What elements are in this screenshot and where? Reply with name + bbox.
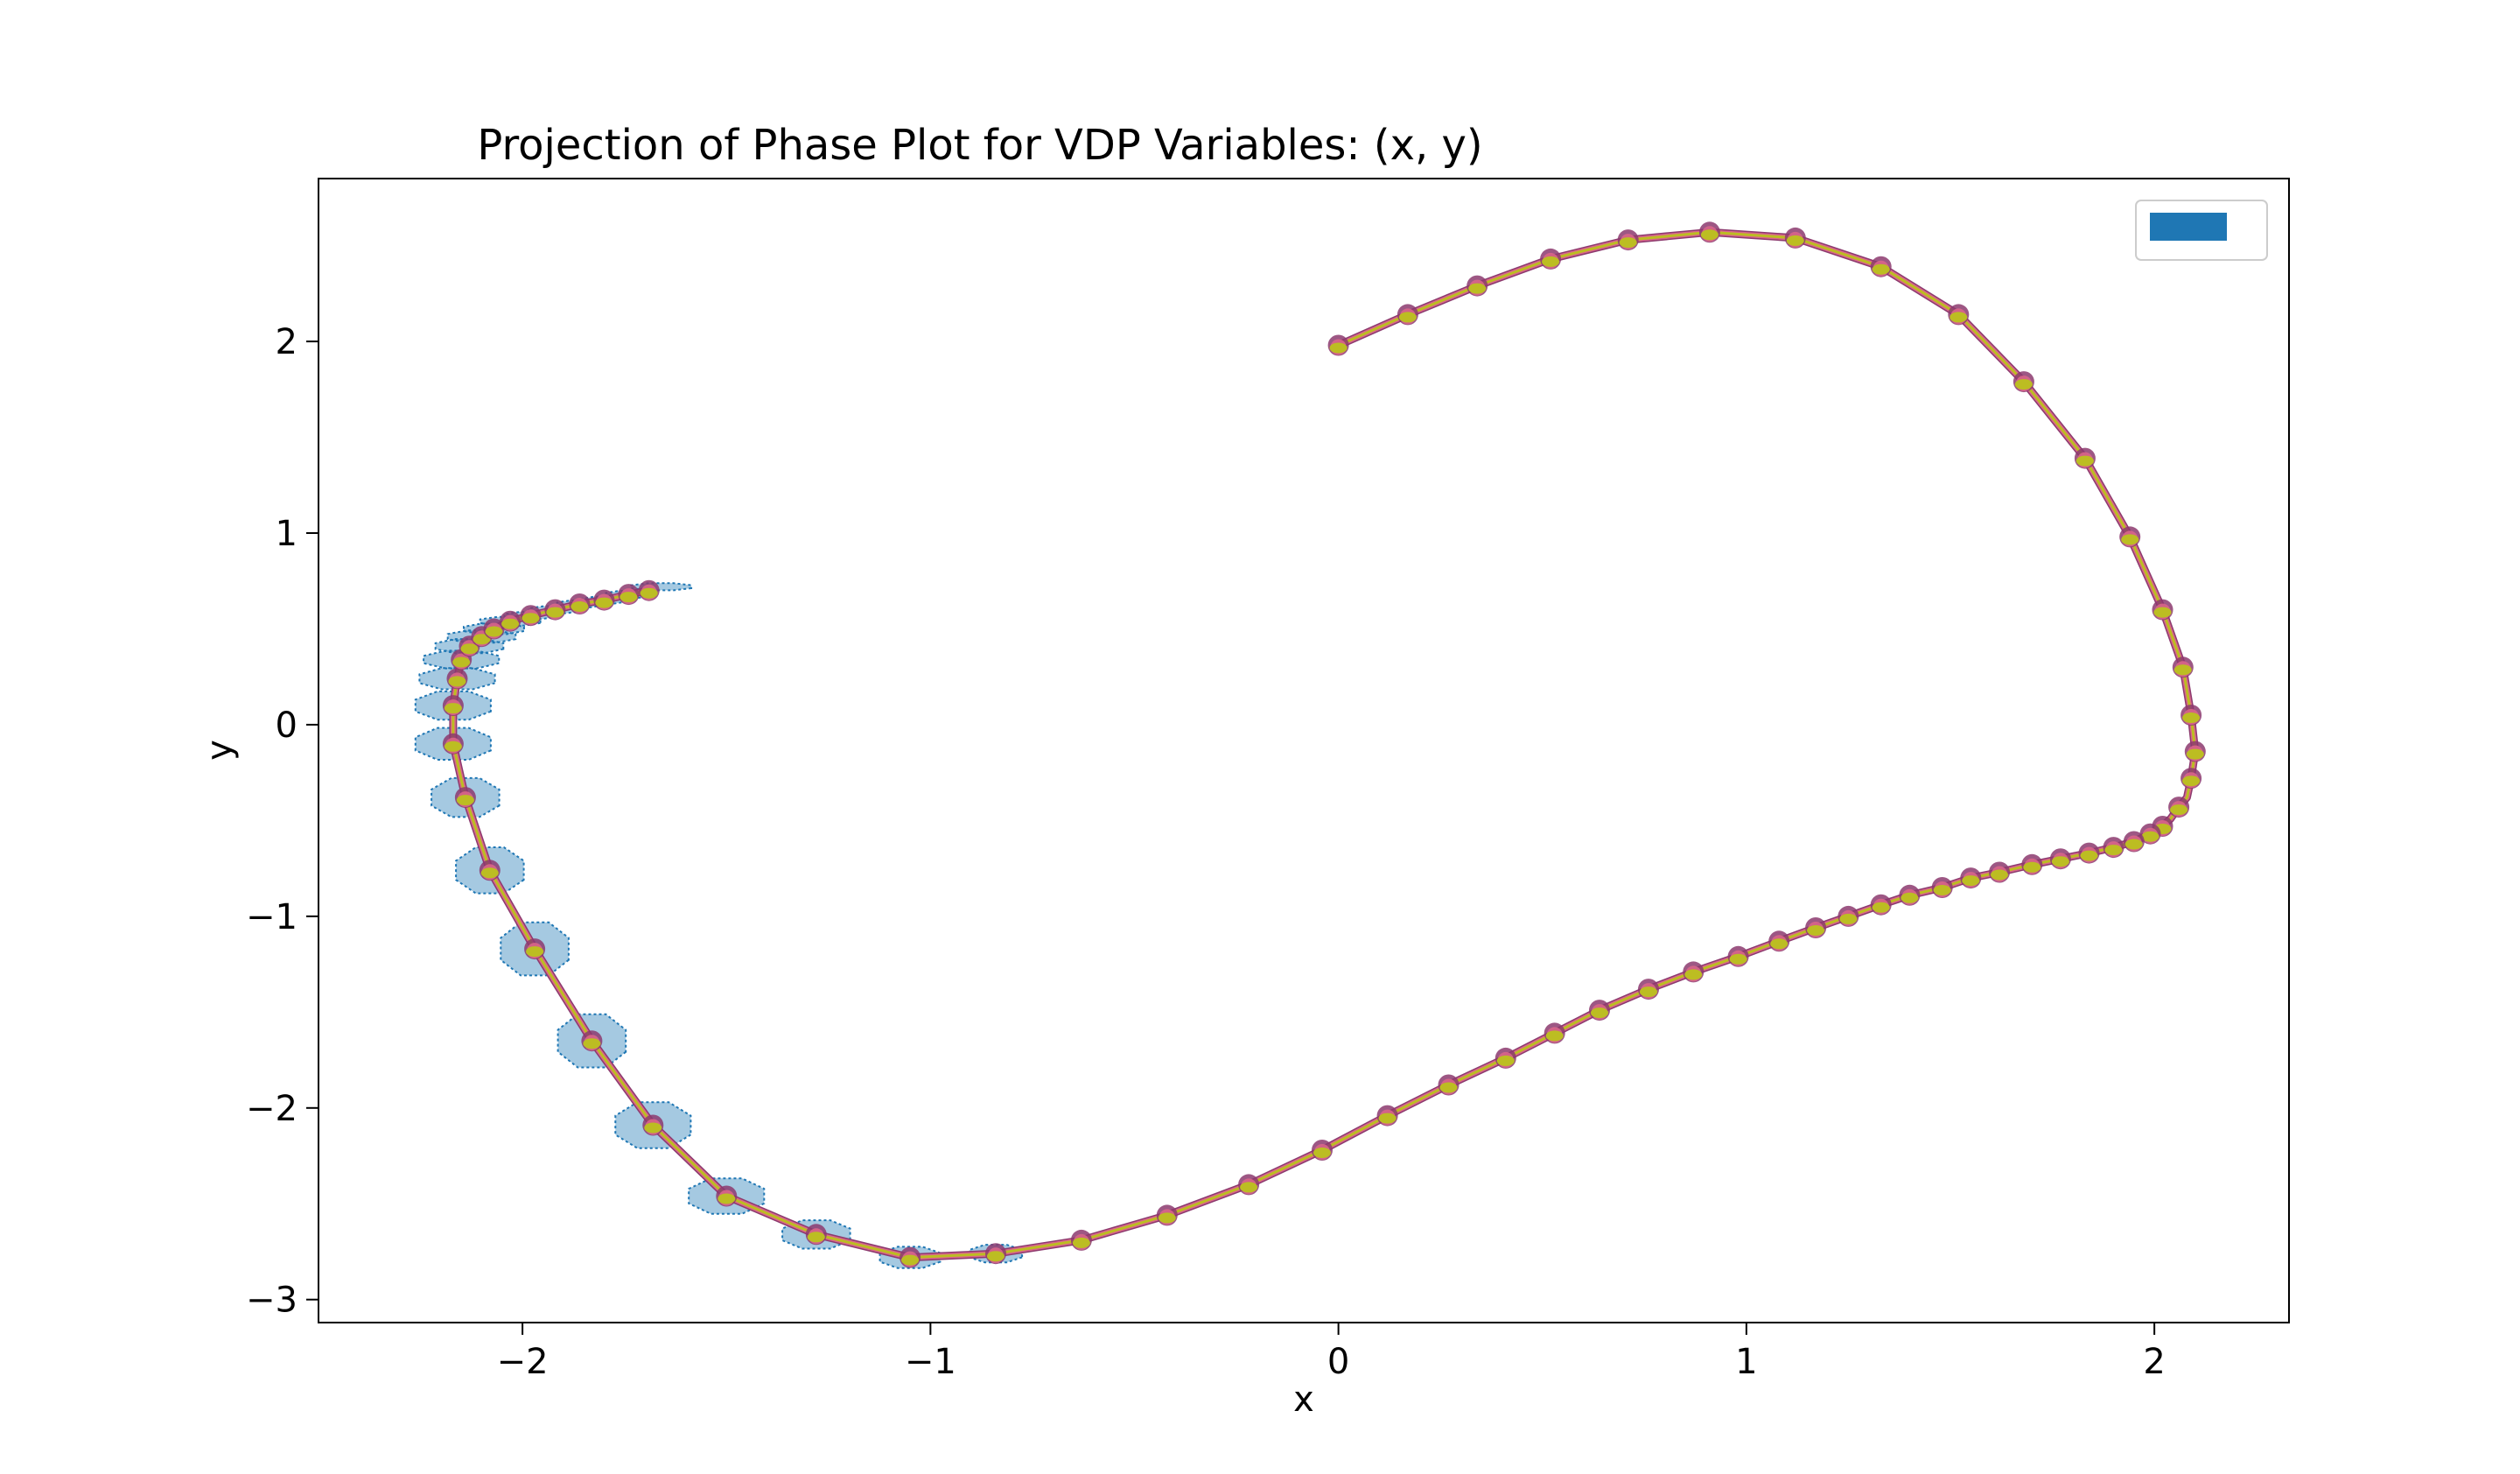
trajectory-point xyxy=(1872,902,1890,913)
trajectory-point xyxy=(1872,263,1890,275)
trajectory-point xyxy=(2076,455,2094,467)
trajectory-point xyxy=(1158,1212,1176,1224)
trajectory-point xyxy=(570,601,589,612)
trajectory-point xyxy=(2153,607,2172,618)
trajectory-point xyxy=(1700,229,1718,241)
plot-area xyxy=(414,221,2206,1269)
trajectory-point xyxy=(901,1254,920,1266)
trajectory-point xyxy=(1240,1182,1258,1193)
trajectory-point xyxy=(1545,1030,1564,1042)
trajectory-point xyxy=(444,703,462,714)
y-tick-label: −3 xyxy=(246,1281,298,1321)
trajectory-point xyxy=(583,1038,601,1049)
trajectory-point xyxy=(640,587,658,599)
x-tick-label: −1 xyxy=(905,1342,956,1382)
trajectory-point xyxy=(444,741,462,752)
y-tick-label: −2 xyxy=(246,1089,298,1129)
trajectory-point xyxy=(1807,925,1825,936)
trajectory-point xyxy=(2080,850,2098,861)
trajectory-point xyxy=(1329,342,1348,354)
trajectory-point xyxy=(2051,856,2069,867)
trajectory-point xyxy=(718,1193,736,1204)
chart-title: Projection of Phase Plot for VDP Variabl… xyxy=(477,121,1482,170)
trajectory-point xyxy=(1313,1148,1331,1158)
trajectory-point xyxy=(1950,312,1968,323)
trajectory-point xyxy=(480,867,499,879)
y-axis-label: y xyxy=(200,740,240,761)
trajectory-point xyxy=(644,1122,662,1134)
trajectory-point xyxy=(807,1232,825,1243)
y-tick-label: 0 xyxy=(276,705,298,746)
trajectory-point xyxy=(1684,969,1703,980)
trajectory-point xyxy=(456,795,474,806)
trajectory-point xyxy=(2170,804,2188,816)
trajectory-point xyxy=(526,946,544,958)
trajectory-point xyxy=(1786,235,1804,246)
trajectory-point xyxy=(472,634,491,645)
trajectory-point xyxy=(1468,283,1487,294)
trajectory-point xyxy=(1542,256,1560,267)
trajectory-point xyxy=(2014,379,2033,390)
y-axis: −3 −2 −1 0 1 2 xyxy=(246,322,318,1321)
trajectory-point xyxy=(1378,1113,1396,1124)
legend xyxy=(2135,200,2268,261)
trajectory-point xyxy=(460,643,479,655)
trajectory-point xyxy=(1729,953,1747,965)
trajectory-point xyxy=(2186,748,2204,760)
trajectory-point xyxy=(546,607,564,618)
x-axis-label: x xyxy=(1293,1379,1314,1420)
y-tick-label: 1 xyxy=(276,514,298,554)
trajectory-point xyxy=(595,597,613,608)
axes-frame xyxy=(318,178,2290,1323)
trajectory-point xyxy=(1439,1082,1458,1093)
trajectory-point xyxy=(1839,913,1858,924)
x-tick-label: 0 xyxy=(1327,1342,1349,1382)
trajectory-point xyxy=(2182,712,2201,723)
trajectory-point xyxy=(2141,831,2160,842)
trajectory-point xyxy=(501,618,520,629)
trajectory-point xyxy=(1962,875,1980,887)
trajectory-point xyxy=(1591,1007,1608,1019)
trajectory-point xyxy=(620,592,638,603)
trajectory-point xyxy=(1991,869,2008,881)
trajectory-point xyxy=(2174,664,2192,676)
trajectory-point xyxy=(1770,938,1788,950)
trajectory-point xyxy=(1072,1237,1090,1248)
trajectory-point xyxy=(452,656,471,668)
legend-swatch xyxy=(2150,213,2227,241)
trajectory-point xyxy=(2104,845,2123,856)
y-tick-label: 2 xyxy=(276,322,298,362)
trajectory-point xyxy=(2124,839,2143,850)
trajectory-point xyxy=(1398,312,1417,323)
x-tick-label: 1 xyxy=(1735,1342,1757,1382)
x-tick-label: −2 xyxy=(497,1342,549,1382)
trajectory-line-inner xyxy=(452,230,2197,1260)
trajectory-point xyxy=(2121,534,2139,545)
x-tick-label: 2 xyxy=(2143,1342,2165,1382)
y-tick-label: −1 xyxy=(246,897,298,937)
trajectory-point xyxy=(1900,892,1919,903)
trajectory-point xyxy=(2023,861,2041,873)
trajectory-point xyxy=(2182,776,2201,787)
trajectory-point xyxy=(1496,1055,1515,1066)
trajectory-point xyxy=(448,676,466,687)
trajectory-point xyxy=(1619,237,1637,249)
x-axis: −2 −1 0 1 2 xyxy=(497,1323,2166,1382)
trajectory-point xyxy=(485,626,503,637)
trajectory-point xyxy=(987,1251,1004,1262)
trajectory-point xyxy=(1933,885,1951,895)
trajectory-point xyxy=(1640,986,1657,998)
trajectory-point xyxy=(522,613,540,624)
